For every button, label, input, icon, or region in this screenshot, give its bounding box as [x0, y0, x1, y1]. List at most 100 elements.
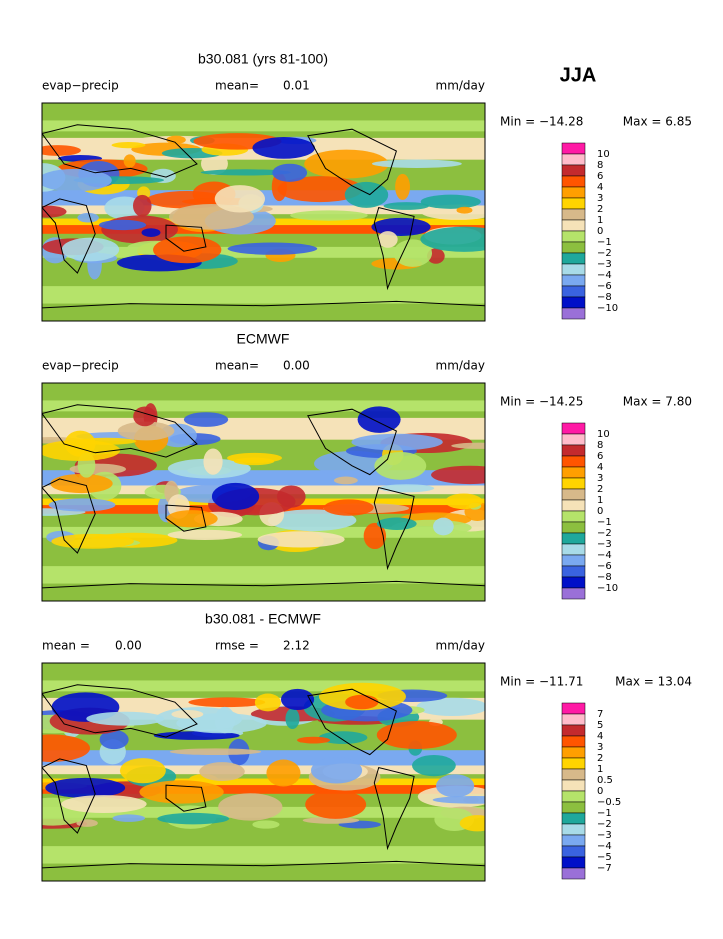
- legend-box: [561, 867, 586, 880]
- legend-level: −6: [597, 561, 612, 572]
- legend-box: [561, 543, 586, 556]
- contour-blob: [139, 780, 224, 804]
- contour-blob: [378, 231, 398, 248]
- legend-level: 2: [597, 484, 603, 495]
- contour-blob: [200, 169, 291, 176]
- legend-box: [561, 713, 586, 726]
- legend-box: [561, 790, 586, 803]
- coastline: [373, 486, 415, 571]
- contour-blob: [272, 163, 308, 182]
- contour-blob: [61, 237, 120, 262]
- min-label: Min = −11.71: [500, 675, 583, 689]
- contour-band: [42, 120, 485, 132]
- legend-box: [561, 510, 586, 523]
- header-label: rmse =: [215, 639, 259, 653]
- legend-level: 6: [597, 171, 603, 182]
- contour-blob: [50, 473, 113, 494]
- legend-level: 1: [597, 764, 603, 775]
- coastline: [42, 580, 485, 589]
- legend-level: 4: [597, 462, 603, 473]
- coastline: [165, 224, 207, 252]
- legend-level: −0.5: [597, 797, 621, 808]
- contour-blob: [76, 819, 98, 827]
- header-label: mean =: [42, 639, 90, 653]
- contour-blob: [285, 708, 300, 730]
- contour-blob: [252, 820, 280, 829]
- contour-blob: [277, 176, 363, 203]
- legend-level: 8: [597, 440, 603, 451]
- panel-title: b30.081 (yrs 81-100): [198, 51, 328, 67]
- coastline: [165, 784, 207, 812]
- legend-box: [561, 812, 586, 825]
- legend-box: [561, 186, 586, 199]
- contour-blob: [432, 795, 485, 804]
- header-label: evap−precip: [42, 359, 119, 373]
- legend-level: −4: [597, 550, 612, 561]
- legend-level: 8: [597, 160, 603, 171]
- header-label: 0.00: [115, 639, 142, 653]
- max-label: Max = 13.04: [615, 675, 692, 689]
- legend-box: [561, 208, 586, 221]
- legend-level: −3: [597, 259, 612, 270]
- legend-level: −8: [597, 572, 612, 583]
- legend-box: [561, 521, 586, 534]
- contour-blob: [45, 777, 126, 798]
- legend-level: 1: [597, 495, 603, 506]
- legend-level: −6: [597, 281, 612, 292]
- contour-blob: [119, 758, 166, 784]
- contour-blob: [393, 239, 433, 267]
- contour-blob: [266, 759, 301, 787]
- contour-blob: [227, 242, 318, 255]
- legend-level: 2: [597, 204, 603, 215]
- legend-level: 1: [597, 215, 603, 226]
- contour-blob: [167, 529, 243, 540]
- contour-blob: [395, 173, 411, 200]
- legend-box: [561, 532, 586, 545]
- legend-box: [561, 768, 586, 781]
- legend-box: [561, 274, 586, 287]
- contour-blob: [451, 442, 485, 449]
- coastline: [42, 684, 198, 738]
- contour-blob: [166, 510, 218, 528]
- legend-box: [561, 296, 586, 309]
- contour-blob: [42, 205, 67, 218]
- map-frame: [41, 662, 486, 882]
- legend-level: 0.5: [597, 775, 613, 786]
- contour-blob: [371, 159, 462, 169]
- legend-box: [561, 477, 586, 490]
- contour-blob: [416, 697, 485, 717]
- map: [42, 663, 485, 881]
- header-label: mean=: [215, 79, 259, 93]
- contour-band: [42, 680, 485, 692]
- panel-title: ECMWF: [237, 331, 290, 347]
- legend-box: [561, 587, 586, 600]
- contour-blob: [199, 762, 245, 781]
- map: [42, 103, 485, 321]
- legend-level: 0: [597, 786, 603, 797]
- contour-blob: [42, 734, 90, 762]
- contour-blob: [123, 154, 136, 168]
- legend-box: [561, 757, 586, 770]
- contour-blob: [169, 748, 262, 756]
- legend-box: [561, 285, 586, 298]
- legend-level: −1: [597, 517, 612, 528]
- contour-blob: [157, 812, 230, 825]
- legend-level: −4: [597, 841, 612, 852]
- legend-level: −1: [597, 237, 612, 248]
- contour-blob: [376, 721, 457, 750]
- legend-box: [561, 724, 586, 737]
- contour-blob: [155, 707, 242, 732]
- contour-blob: [200, 152, 228, 176]
- legend-box: [561, 219, 586, 232]
- coastline: [42, 300, 485, 309]
- legend-level: −7: [597, 863, 612, 874]
- legend-box: [561, 554, 586, 567]
- contour-blob: [218, 793, 283, 821]
- contour-band: [42, 400, 485, 412]
- legend-box: [561, 576, 586, 589]
- contour-blob: [77, 212, 99, 223]
- legend-level: 5: [597, 720, 603, 731]
- legend-level: 10: [597, 429, 610, 440]
- contour-blob: [117, 421, 175, 441]
